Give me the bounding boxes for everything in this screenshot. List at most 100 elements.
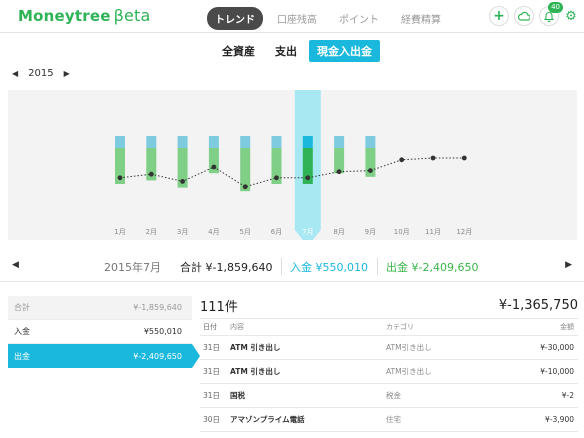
month-income-value: ¥550,010: [315, 261, 369, 274]
year-label: 2015: [28, 68, 54, 79]
month-tick-label: 3月: [177, 228, 188, 236]
sync-button[interactable]: [514, 6, 534, 26]
row-amount: ¥-30,000: [540, 343, 574, 352]
month-outgo-label: 出金: [386, 261, 408, 274]
column-header-description[interactable]: 内容: [230, 323, 244, 331]
income-bar[interactable]: [177, 136, 188, 148]
column-header-date[interactable]: 日付: [203, 323, 217, 331]
prev-month-arrow-icon[interactable]: ◀: [12, 260, 19, 270]
net-point: [211, 164, 217, 170]
expense-bar[interactable]: [146, 148, 157, 181]
add-account-button[interactable]: +: [489, 6, 509, 26]
expense-bar[interactable]: [334, 148, 345, 174]
row-description: ATM 引き出し: [230, 343, 281, 352]
nav-tab-account-balance[interactable]: 口座残高: [277, 15, 317, 26]
net-point: [274, 175, 279, 181]
settings-button[interactable]: ⚙: [564, 6, 578, 26]
table-row[interactable]: 31日 ATM 引き出し ATM引き出し ¥-30,000: [200, 336, 578, 360]
notification-count-badge: 40: [548, 2, 563, 13]
row-date: 31日: [203, 391, 221, 400]
next-month-arrow-icon[interactable]: ▶: [565, 260, 572, 270]
row-date: 31日: [203, 343, 221, 352]
logo-beta-text: βeta: [113, 6, 151, 25]
cash-flow-chart-svg: 1月 2月 3月 4月 5月 6月 7月 8月 9月 10月 11月 12月: [114, 90, 472, 240]
cloud-icon: [518, 11, 530, 21]
table-row[interactable]: 30日 アマゾンプライム電話 住宅 ¥-3,900: [200, 408, 578, 432]
row-category[interactable]: 住宅: [386, 415, 401, 424]
list-item-label: 出金: [14, 351, 30, 361]
logo-text: Moneytree: [18, 7, 111, 25]
expense-bar[interactable]: [302, 148, 313, 184]
cash-flow-chart: 1月 2月 3月 4月 5月 6月 7月 8月 9月 10月 11月 12月: [8, 90, 577, 240]
prev-year-arrow-icon[interactable]: ◀: [12, 69, 19, 78]
month-tick-label: 2月: [146, 228, 157, 236]
month-tick-label: 7月: [302, 228, 313, 236]
income-bar[interactable]: [365, 136, 376, 148]
next-year-arrow-icon[interactable]: ▶: [63, 69, 70, 78]
income-bar[interactable]: [146, 136, 157, 148]
month-tick-label: 1月: [114, 228, 125, 236]
income-bar[interactable]: [271, 136, 282, 148]
sub-tab-spending[interactable]: 支出: [275, 45, 297, 58]
sub-tab-cash-flow[interactable]: 現金入出金: [309, 40, 380, 62]
column-header-amount[interactable]: 金額: [560, 323, 574, 331]
month-total-value: ¥-1,859,640: [205, 261, 273, 274]
month-tick-label: 8月: [333, 228, 344, 236]
list-item-value: ¥550,010: [143, 327, 182, 336]
row-category[interactable]: ATM引き出し: [386, 343, 432, 352]
summary-divider: [281, 258, 282, 275]
year-selector: ◀ 2015 ▶: [12, 68, 70, 79]
expense-bar[interactable]: [177, 148, 188, 188]
transaction-panel-header: 111件 ¥-1,365,750: [200, 294, 578, 316]
net-point: [461, 155, 467, 161]
gear-icon: ⚙: [565, 8, 577, 24]
nav-tab-trend[interactable]: トレンド: [207, 7, 263, 30]
net-point: [336, 169, 342, 175]
row-category[interactable]: ATM引き出し: [386, 367, 432, 376]
cash-flow-category-list: 合計 ¥-1,859,640 入金 ¥550,010 出金 ¥-2,409,65…: [8, 296, 200, 368]
top-icon-group: + 40 ⚙: [489, 2, 578, 26]
list-item-total[interactable]: 合計 ¥-1,859,640: [8, 296, 192, 320]
transaction-panel: 111件 ¥-1,365,750 日付 内容 カテゴリ 金額 31日 ATM 引…: [200, 294, 578, 432]
list-item-outgo[interactable]: 出金 ¥-2,409,650: [8, 344, 200, 368]
nav-tab-expense-report[interactable]: 経費精算: [401, 15, 441, 26]
month-tick-label: 12月: [456, 228, 472, 236]
sub-tab-total-assets[interactable]: 全資産: [222, 45, 255, 58]
month-tick-label: 4月: [208, 228, 219, 236]
expense-bar[interactable]: [240, 148, 251, 192]
month-outgo-value: ¥-2,409,650: [411, 261, 479, 274]
list-item-value: ¥-1,859,640: [133, 303, 182, 312]
expense-bar[interactable]: [115, 148, 125, 184]
table-row[interactable]: 31日 ATM 引き出し ATM引き出し ¥-10,000: [200, 360, 578, 384]
month-total-label: 合計: [180, 261, 202, 274]
income-bar[interactable]: [302, 136, 313, 148]
net-point: [148, 171, 154, 177]
income-bar[interactable]: [115, 136, 125, 148]
net-point: [399, 157, 405, 163]
net-point: [242, 184, 248, 190]
row-amount: ¥-2: [561, 391, 574, 400]
column-header-category[interactable]: カテゴリ: [386, 323, 414, 331]
income-bar[interactable]: [208, 136, 219, 148]
income-bar[interactable]: [240, 136, 251, 148]
month-income-label: 入金: [290, 261, 312, 274]
table-row[interactable]: 31日 国税 税金 ¥-2: [200, 384, 578, 408]
row-date: 30日: [203, 415, 221, 424]
top-navigation-bar: Moneytree βeta トレンド 口座残高 ポイント 経費精算 + 40 ⚙: [0, 0, 584, 33]
row-category[interactable]: 税金: [386, 391, 401, 400]
notifications-button[interactable]: 40: [539, 2, 563, 26]
month-tick-label: 10月: [394, 228, 410, 236]
month-outgo: 出金 ¥-2,409,650: [386, 259, 478, 275]
expense-bar[interactable]: [271, 148, 282, 184]
list-item-income[interactable]: 入金 ¥550,010: [8, 320, 192, 344]
income-bar[interactable]: [334, 136, 345, 148]
selected-month-label: 2015年7月: [104, 261, 161, 274]
net-point: [117, 175, 123, 181]
net-point: [305, 175, 311, 181]
nav-tab-points[interactable]: ポイント: [339, 15, 379, 26]
app-logo[interactable]: Moneytree βeta: [18, 6, 151, 25]
expense-bar[interactable]: [208, 148, 219, 174]
summary-divider: [377, 258, 378, 275]
expense-bar[interactable]: [365, 148, 376, 177]
transaction-table-header: 日付 内容 カテゴリ 金額: [200, 318, 578, 336]
